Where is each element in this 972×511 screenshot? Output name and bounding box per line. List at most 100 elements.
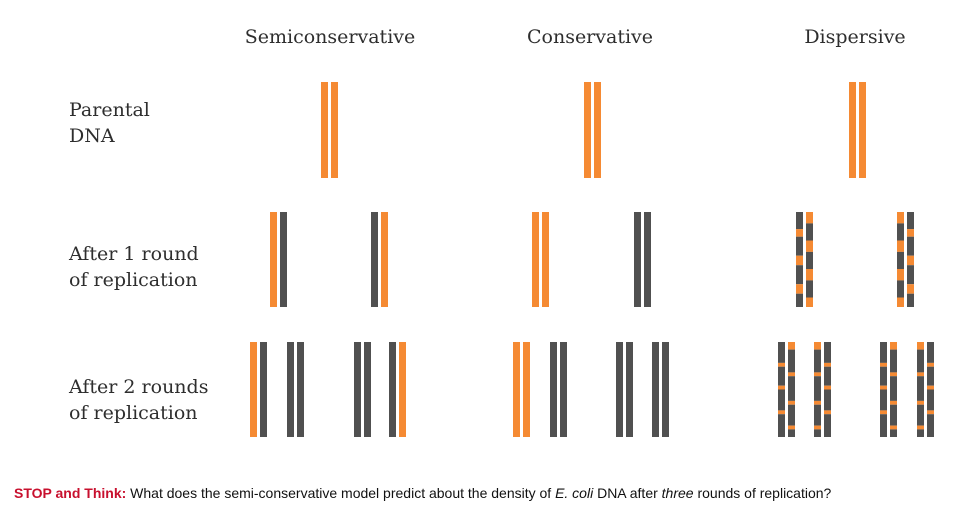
dna-strand-segment-new [897,223,904,241]
dna-strand-segment-parental [788,342,795,350]
stop-and-think-lead: STOP and Think: [14,485,127,501]
dna-strand-segment-parental [796,284,803,294]
row-label-line: of replication [69,402,198,424]
dna-strand-segment-new [814,376,821,401]
dna-strand-segment-parental [927,410,934,415]
dna-strand-segment-new [806,280,813,298]
dna-strand-segment-new [814,349,821,373]
dna-strand-segment-parental [897,240,904,252]
dna-strand-segment-parental [806,240,813,252]
dna-strand-segment-new [796,293,803,307]
dna-strand-segment-parental [788,425,795,430]
dna-strand-segment-parental [880,410,887,415]
dna-strand-segment-parental [890,400,897,405]
dna-strand-parental [331,82,338,178]
dna-strand-parental [381,212,388,307]
dna-strand-segment-new [897,251,904,269]
dna-strand-segment-parental [890,342,897,350]
dna-strand-segment-parental [778,410,785,415]
dna-strand-segment-new [907,265,914,285]
dna-strand-segment-parental [796,229,803,237]
dna-strand-segment-parental [814,425,821,430]
dna-strand-segment-new [917,349,924,373]
dna-strand-segment-new [880,342,887,363]
question-text: What does the semi-conservative model pr… [126,485,556,501]
dna-strand-segment-new [814,429,821,437]
dna-strand-segment-new [890,376,897,401]
dna-strand-parental [250,342,257,437]
dna-strand-segment-parental [788,400,795,405]
question-text: DNA after [593,485,662,501]
dna-strand-segment-parental [880,385,887,390]
dna-strand-parental [513,342,520,437]
dna-strand-segment-new [880,414,887,437]
dna-strand-segment-new [778,366,785,386]
dna-strand-segment-new [824,366,831,386]
dna-strand-parental [270,212,277,307]
dna-strand-segment-new [778,414,785,437]
dna-strand-segment-parental [897,297,904,307]
dna-strand-new [297,342,304,437]
dna-strand-segment-new [806,251,813,269]
dna-strand-segment-parental [778,362,785,367]
dna-strand-segment-parental [897,269,904,281]
dna-strand-segment-new [927,342,934,363]
question-text: rounds of replication? [693,485,832,501]
dna-strand-segment-new [890,404,897,426]
dna-strand-segment-new [890,349,897,373]
dna-strand-parental [532,212,539,307]
dna-strand-segment-parental [907,284,914,294]
dna-strand-new [550,342,557,437]
dna-strand-segment-parental [890,425,897,430]
dna-strand-new [371,212,378,307]
stop-and-think-question: STOP and Think: What does the semi-conse… [14,485,831,501]
dna-strand-segment-parental [927,385,934,390]
dna-strand-new [662,342,669,437]
dna-strand-parental [321,82,328,178]
dna-strand-new [644,212,651,307]
dna-strand-new [634,212,641,307]
dna-strand-segment-new [806,223,813,241]
dna-strand-segment-parental [917,372,924,377]
dna-strand-segment-new [796,265,803,285]
dna-strand-segment-parental [917,400,924,405]
dna-strand-parental [849,82,856,178]
dna-strand-segment-parental [907,229,914,237]
dna-strand-segment-new [788,376,795,401]
dna-strand-segment-parental [917,342,924,350]
dna-strand-segment-new [880,366,887,386]
species-name: E. coli [555,485,594,501]
dna-strand-parental [399,342,406,437]
dna-strand-segment-new [788,429,795,437]
dna-strand-segment-new [778,342,785,363]
dna-strand-segment-parental [788,372,795,377]
row-label-line: Parental [69,99,150,121]
dna-strand-segment-parental [897,212,904,224]
dna-strand-segment-parental [917,425,924,430]
dna-strand-segment-new [917,429,924,437]
dna-strand-segment-parental [806,269,813,281]
dna-strand-segment-parental [907,255,914,266]
dna-strand-segment-new [796,236,803,256]
dna-strand-new [560,342,567,437]
emphasis-text: three [661,485,694,501]
dna-strand-new [389,342,396,437]
dna-strand-segment-parental [806,297,813,307]
dna-strand-segment-parental [824,385,831,390]
dna-strand-segment-new [778,389,785,411]
dna-strand-parental [542,212,549,307]
dna-strand-segment-new [814,404,821,426]
dna-strand-segment-new [824,389,831,411]
dna-strand-segment-new [880,389,887,411]
row-label-line: After 2 rounds [69,376,209,398]
dna-strand-segment-parental [927,362,934,367]
dna-strand-segment-parental [814,372,821,377]
row-label-round-2: After 2 rounds of replication [69,374,208,426]
dna-strand-segment-new [788,404,795,426]
row-label-round-1: After 1 round of replication [69,241,199,293]
dna-strand-segment-new [907,236,914,256]
dna-strand-segment-new [824,342,831,363]
dna-strand-segment-parental [778,385,785,390]
